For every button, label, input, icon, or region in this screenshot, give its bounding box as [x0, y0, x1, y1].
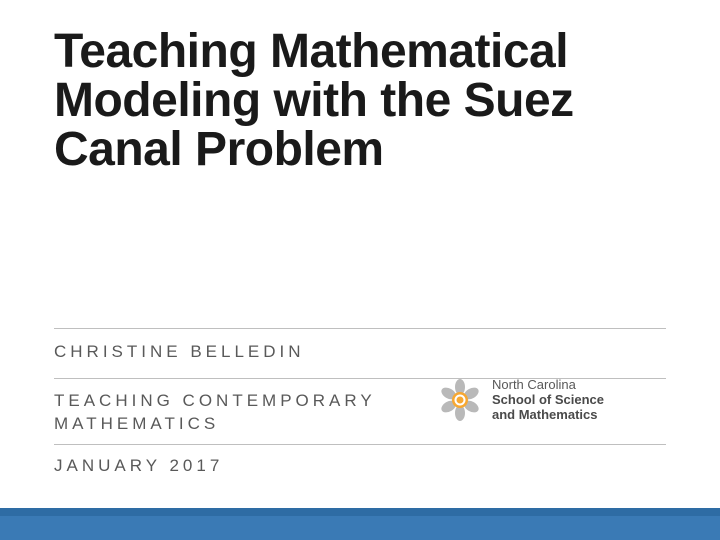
slide: Teaching Mathematical Modeling with the …: [0, 0, 720, 540]
atom-icon: [438, 378, 482, 422]
divider-3: [54, 444, 666, 445]
slide-title: Teaching Mathematical Modeling with the …: [54, 28, 614, 175]
course-name: TEACHING CONTEMPORARY MATHEMATICS: [54, 390, 414, 436]
logo-text-line-1: North Carolina: [492, 378, 604, 393]
divider-1: [54, 328, 666, 329]
logo-text-line-2: School of Science: [492, 393, 604, 408]
logo-text-line-3: and Mathematics: [492, 408, 604, 423]
institution-name: North Carolina School of Science and Mat…: [492, 378, 604, 423]
presentation-date: JANUARY 2017: [54, 456, 223, 476]
footer-bar-main: [0, 516, 720, 540]
footer-accent-bar: [0, 508, 720, 540]
institution-logo: North Carolina School of Science and Mat…: [438, 378, 604, 423]
author-name: CHRISTINE BELLEDIN: [54, 342, 305, 362]
footer-bar-top: [0, 508, 720, 516]
